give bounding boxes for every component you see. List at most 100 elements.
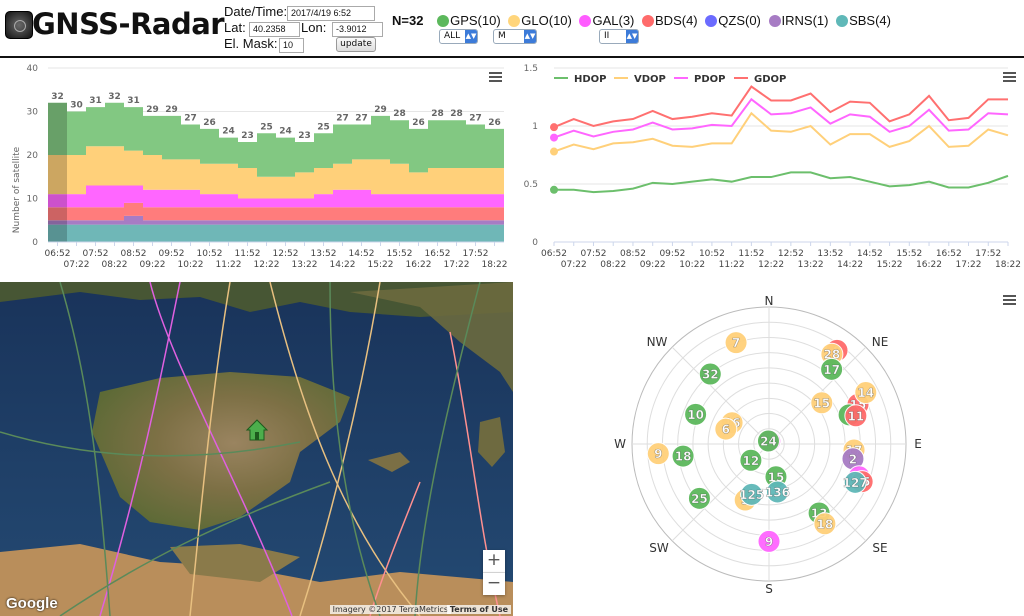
dir-w: W <box>614 437 626 451</box>
home-location-icon <box>245 419 269 441</box>
azimuth-spoke <box>671 346 770 445</box>
line-gdop <box>553 85 1008 129</box>
gps-signal-select[interactable]: ALL ▲▼ <box>439 29 478 44</box>
legend-vdop: VDOP <box>634 74 666 85</box>
y-tick-label: 20 <box>27 151 39 161</box>
current-time-gps <box>48 102 67 155</box>
x-tick-label: 14:52 <box>857 249 883 259</box>
total-label: 24 <box>222 127 235 137</box>
x-tick-label: 09:52 <box>659 249 685 259</box>
x-tick-label: 09:22 <box>140 260 166 270</box>
y-tick-label: 1 <box>532 122 538 132</box>
satellite-glo: 6 <box>714 417 738 441</box>
satellite-marker <box>765 480 789 504</box>
satellite-map <box>0 282 513 616</box>
bds-signal-select[interactable]: II ▲▼ <box>599 29 639 44</box>
dir-n: N <box>765 294 774 308</box>
total-label: 32 <box>51 92 64 102</box>
glo-signal-select[interactable]: M ▲▼ <box>493 29 537 44</box>
glo-dot-icon <box>508 14 521 27</box>
zoom-in-button[interactable]: + <box>483 550 505 573</box>
legend-gal[interactable]: GAL(3) <box>592 13 635 29</box>
y-tick-label: 0.5 <box>524 180 538 190</box>
legend-bds[interactable]: BDS(4) <box>655 13 698 29</box>
x-tick-label: 15:22 <box>877 260 903 270</box>
legend-glo[interactable]: GLO(10) <box>521 13 572 29</box>
gal-dot-icon <box>579 14 592 27</box>
line-vdop <box>553 111 1009 153</box>
satellite-marker <box>698 362 722 386</box>
update-button[interactable]: update <box>336 37 376 52</box>
satellite-bds: 11 <box>844 404 868 428</box>
point-vdop <box>550 147 558 156</box>
satellite-id: 7 <box>732 336 740 350</box>
total-label: 27 <box>355 114 368 124</box>
satellite-id: 15 <box>813 396 830 410</box>
x-tick-label: 13:52 <box>817 249 843 259</box>
satellite-marker <box>739 448 763 472</box>
x-tick-label: 12:52 <box>778 249 804 259</box>
total-label: 28 <box>431 109 444 119</box>
satellite-marker <box>714 417 738 441</box>
x-tick-label: 09:22 <box>640 260 666 270</box>
area-bds <box>48 202 504 221</box>
satellite-marker <box>671 444 695 468</box>
satellite-gps: 12 <box>739 448 763 472</box>
dop-chart-menu-icon[interactable] <box>1003 72 1016 82</box>
lon-input[interactable]: -3.9012 <box>332 22 383 37</box>
elevation-mask-label: El. Mask: <box>224 36 278 51</box>
satellite-count-chart: Number of satellite 0 10 20 30 40 32 30 31 32 31… <box>12 64 507 270</box>
satellite-id: 11 <box>848 409 865 423</box>
legend-gps[interactable]: GPS(10) <box>450 13 501 29</box>
skyplot-menu-icon[interactable] <box>1003 295 1016 305</box>
y-axis-label: Number of satellite <box>12 146 22 233</box>
x-tick-label: 12:22 <box>254 260 280 270</box>
total-label: 26 <box>412 118 425 128</box>
radar-logo-icon <box>5 11 33 39</box>
lat-input[interactable]: 40.2358 <box>249 22 300 37</box>
line-pdop <box>553 97 1009 139</box>
x-tick-label: 17:52 <box>975 249 1001 259</box>
zoom-out-button[interactable]: − <box>483 573 505 595</box>
dir-sw: SW <box>649 541 669 555</box>
dir-se: SE <box>872 541 887 555</box>
satellite-sbs: 125 <box>739 482 764 506</box>
glo-signal-value: M <box>498 31 506 41</box>
total-label: 25 <box>260 122 273 132</box>
satellite-id: 17 <box>823 363 840 377</box>
count-chart-menu-icon[interactable] <box>489 72 502 82</box>
satellite-marker <box>813 512 837 536</box>
x-tick-label: 18:22 <box>995 260 1021 270</box>
total-label: 23 <box>298 131 311 141</box>
total-label: 31 <box>127 96 140 106</box>
datetime-input[interactable]: 2017/4/19 6:52 <box>287 6 375 21</box>
point-pdop <box>550 133 558 142</box>
total-label: 28 <box>450 109 463 119</box>
area-gal <box>48 185 504 208</box>
irns-dot-icon <box>768 14 781 27</box>
x-tick-label: 09:52 <box>159 249 185 259</box>
satellite-id: 18 <box>675 450 692 464</box>
current-time-gal <box>48 194 67 208</box>
satellite-gps: 18 <box>671 444 695 468</box>
satellite-id: 25 <box>691 492 708 506</box>
current-time-irns <box>48 220 67 225</box>
y-tick-label: 30 <box>27 108 39 118</box>
legend-qzs[interactable]: QZS(0) <box>718 13 761 29</box>
legend-irns[interactable]: IRNS(1) <box>781 13 829 29</box>
total-label: 25 <box>317 122 330 132</box>
iberia-landmass <box>92 372 350 530</box>
x-tick-label: 13:22 <box>798 260 824 270</box>
app-title: GNSS-Radar <box>32 7 225 41</box>
map-view[interactable]: Google Imagery ©2017 TerraMetrics Terms … <box>0 282 513 616</box>
terms-of-use-link[interactable]: Terms of Use <box>446 605 511 614</box>
area-gps <box>48 102 504 177</box>
qzs-dot-icon <box>705 14 718 27</box>
x-tick-label: 16:22 <box>406 260 432 270</box>
satellite-sbs: 127 <box>842 470 868 494</box>
x-tick-label: 14:22 <box>837 260 863 270</box>
x-tick-label: 07:22 <box>64 260 90 270</box>
elevation-mask-input[interactable]: 10 <box>279 38 304 53</box>
legend-sbs[interactable]: SBS(4) <box>849 13 891 29</box>
x-tick-label: 07:52 <box>581 249 607 259</box>
